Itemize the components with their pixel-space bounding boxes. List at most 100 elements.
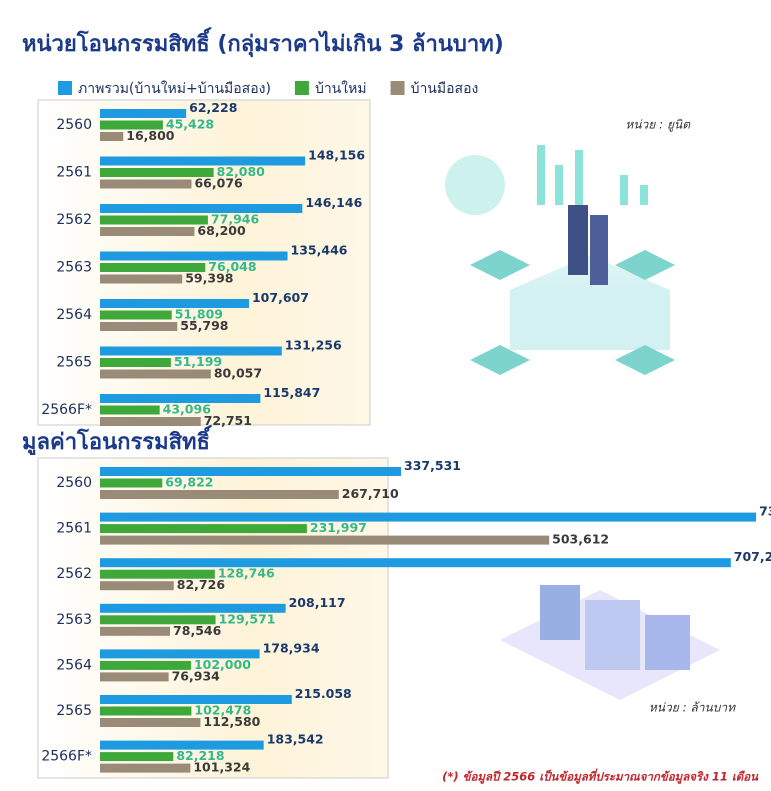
category-label: 2564 <box>56 307 92 323</box>
bar <box>100 109 187 118</box>
illustration <box>445 145 720 700</box>
bar <box>100 310 172 320</box>
bar <box>100 467 402 476</box>
bar <box>100 394 261 403</box>
value-label: 146,146 <box>305 195 362 210</box>
value-label: 82,218 <box>176 748 224 763</box>
bar <box>100 626 171 636</box>
bar <box>100 168 214 177</box>
value-label: 267,710 <box>342 486 399 501</box>
value-label: 208,117 <box>289 595 346 610</box>
category-label: 2561 <box>56 521 92 537</box>
unit-note: หน่วย : ยูนิต <box>625 118 691 133</box>
value-label: 503,612 <box>552 532 609 547</box>
value-label: 62,228 <box>189 100 237 115</box>
value-label: 77,946 <box>211 212 260 227</box>
bar <box>100 649 260 659</box>
bar <box>100 490 339 499</box>
bar <box>100 740 264 750</box>
chart-title: มูลค่าโอนกรรมสิทธิ์ <box>22 425 212 456</box>
bar <box>100 322 178 331</box>
bar <box>100 718 201 727</box>
value-label: 102,000 <box>194 657 251 672</box>
legend-label: ภาพรวม(บ้านใหม่+บ้านมือสอง) <box>78 80 271 97</box>
bar <box>100 227 195 236</box>
bar <box>100 346 282 356</box>
category-label: 2562 <box>56 566 92 582</box>
value-label: 102,478 <box>194 703 251 718</box>
value-label: 76,934 <box>172 668 221 683</box>
value-label: 183,542 <box>267 732 324 747</box>
bar <box>100 524 307 534</box>
value-label: 82,726 <box>177 577 226 592</box>
bar <box>100 405 160 415</box>
category-label: 2564 <box>56 657 92 673</box>
value-label: 148,156 <box>308 148 365 163</box>
bar <box>100 369 211 379</box>
category-label: 2566F* <box>41 749 92 765</box>
value-label: 78,546 <box>173 623 222 638</box>
category-label: 2566F* <box>41 402 92 418</box>
bar <box>100 478 163 488</box>
bar <box>100 752 174 762</box>
footnote: (*) ข้อมูลปี 2566 เป็นข้อมูลที่ประมาณจาก… <box>442 768 759 785</box>
bar <box>100 274 183 284</box>
bar <box>100 615 216 625</box>
value-label: 112,580 <box>203 714 260 729</box>
value-label: 128,746 <box>218 566 275 581</box>
value-label: 131,256 <box>285 338 342 353</box>
bar <box>100 695 292 704</box>
bar <box>100 706 192 716</box>
category-label: 2565 <box>56 703 92 719</box>
value-label: 735,609 <box>759 504 771 519</box>
category-label: 2562 <box>56 212 92 228</box>
value-label: 51,199 <box>174 354 222 369</box>
bar <box>100 215 208 225</box>
value-label: 101,324 <box>193 760 250 775</box>
bar <box>100 358 171 367</box>
unit-note: หน่วย : ล้านบาท <box>649 701 736 715</box>
value-label: 76,048 <box>208 259 256 274</box>
bar <box>100 581 174 591</box>
bar <box>100 417 201 426</box>
bar <box>100 512 757 522</box>
bar <box>100 763 191 773</box>
legend-swatch <box>58 81 72 95</box>
value-label: 115,847 <box>263 385 320 400</box>
value-label: 178,934 <box>263 640 320 655</box>
bar <box>100 156 306 166</box>
category-label: 2561 <box>56 165 92 181</box>
legend: ภาพรวม(บ้านใหม่+บ้านมือสอง) บ้านใหม่ บ้านม… <box>58 80 478 97</box>
value-label: 66,076 <box>194 176 243 191</box>
value-label: 215.058 <box>295 686 352 701</box>
legend-swatch <box>390 81 405 95</box>
value-label: 45,428 <box>166 117 214 132</box>
bar <box>100 558 731 568</box>
value-label: 43,096 <box>163 402 212 417</box>
value-label: 707,246 <box>734 549 771 564</box>
value-label: 80,057 <box>214 366 262 381</box>
value-label: 16,800 <box>126 128 175 143</box>
bar <box>100 535 550 545</box>
value-label: 107,607 <box>252 290 309 305</box>
value-label: 129,571 <box>219 611 276 626</box>
chart-title: หน่วยโอนกรรมสิทธิ์ (กลุ่มราคาไม่เกิน 3 ล… <box>22 27 504 58</box>
category-label: 2563 <box>56 260 92 276</box>
value-label: 69,822 <box>165 475 213 490</box>
value-label: 72,751 <box>204 413 252 428</box>
value-label: 51,809 <box>175 307 223 322</box>
legend-label: บ้านใหม่ <box>315 80 367 97</box>
value-label: 55,798 <box>180 318 228 333</box>
bar <box>100 263 206 272</box>
category-label: 2565 <box>56 355 92 371</box>
bar <box>100 672 169 682</box>
category-label: 2560 <box>56 475 92 491</box>
value-label: 135,446 <box>291 243 348 258</box>
bar <box>100 120 163 130</box>
value-label: 59,398 <box>185 271 233 286</box>
bar <box>100 132 124 141</box>
bar <box>100 569 215 579</box>
bar <box>100 251 288 261</box>
bar <box>100 179 192 189</box>
legend-swatch <box>294 81 309 95</box>
